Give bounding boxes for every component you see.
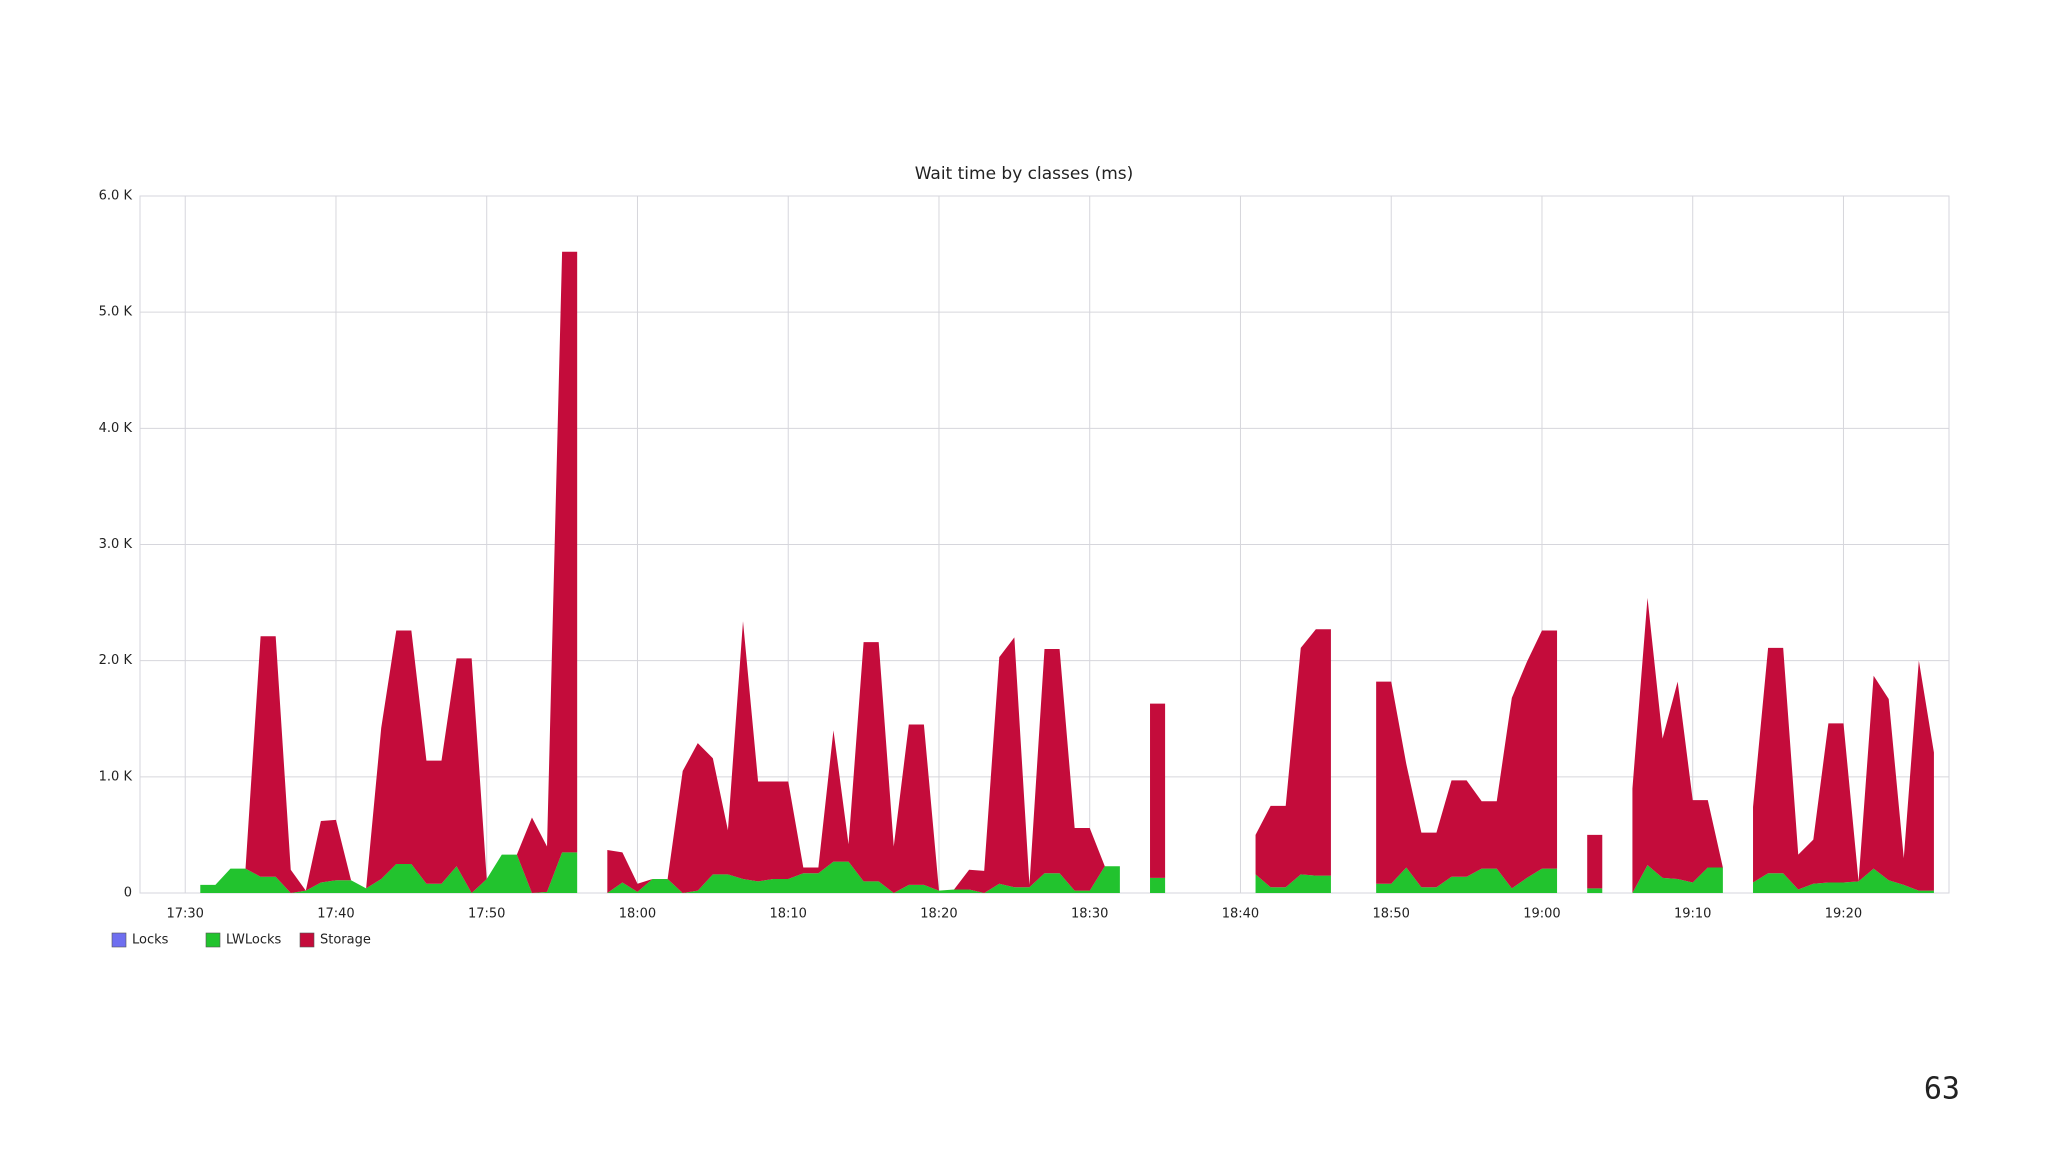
- legend-swatch: [205, 932, 221, 948]
- y-tick-label: 1.0 K: [99, 769, 133, 784]
- y-tick-label: 0: [124, 886, 132, 901]
- x-tick-label: 17:30: [166, 907, 203, 922]
- y-tick-label: 6.0 K: [99, 189, 133, 204]
- x-tick-label: 18:00: [619, 907, 656, 922]
- x-tick-label: 17:40: [317, 907, 354, 922]
- chart-title: Wait time by classes (ms): [915, 164, 1134, 184]
- legend-swatch: [111, 932, 127, 948]
- x-tick-label: 19:20: [1825, 907, 1862, 922]
- legend-swatch: [299, 932, 315, 948]
- x-tick-label: 19:10: [1674, 907, 1711, 922]
- y-tick-label: 5.0 K: [99, 305, 133, 320]
- legend-label: Locks: [132, 933, 169, 948]
- area: [200, 852, 1934, 893]
- page-number: 63: [1924, 1072, 1960, 1107]
- x-tick-label: 18:10: [769, 907, 806, 922]
- x-tick-label: 18:40: [1222, 907, 1259, 922]
- x-tick-label: 17:50: [468, 907, 505, 922]
- x-tick-label: 18:50: [1372, 907, 1409, 922]
- y-tick-label: 2.0 K: [99, 653, 133, 668]
- area: [200, 251, 1934, 893]
- y-tick-label: 4.0 K: [99, 421, 133, 436]
- x-tick-label: 18:20: [920, 907, 957, 922]
- x-tick-label: 18:30: [1071, 907, 1108, 922]
- legend-label: Storage: [320, 933, 371, 948]
- legend-label: LWLocks: [226, 933, 282, 948]
- y-tick-label: 3.0 K: [99, 537, 133, 552]
- x-tick-label: 19:00: [1523, 907, 1560, 922]
